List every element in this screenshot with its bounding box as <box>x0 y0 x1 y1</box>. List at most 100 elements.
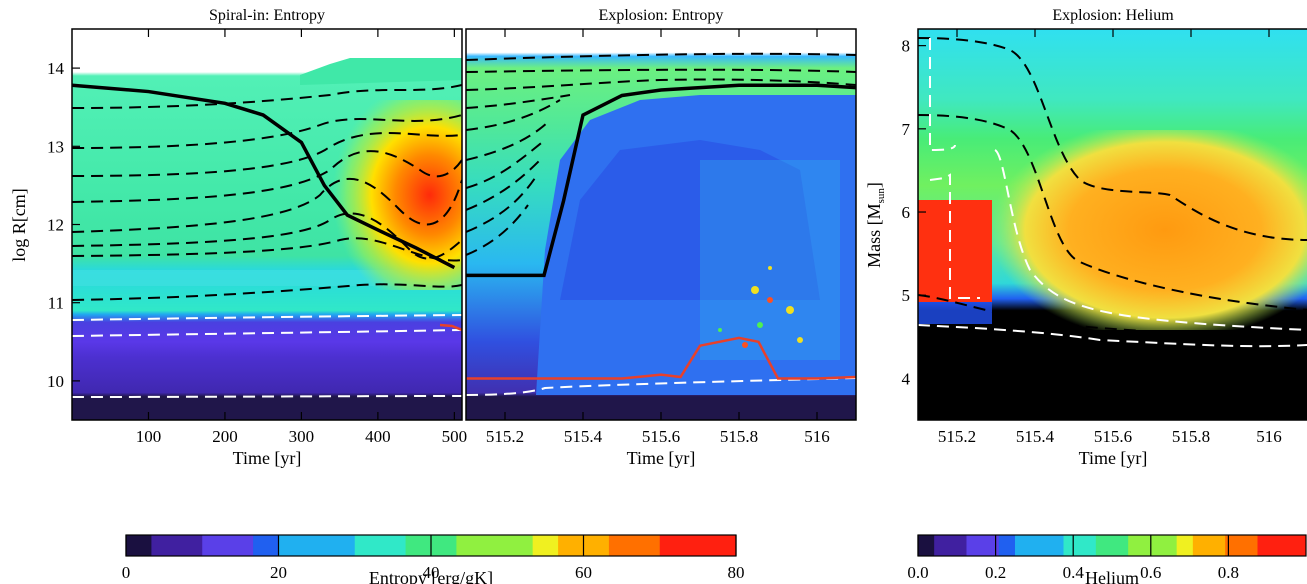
colorbar-tick-label: 20 <box>270 563 287 582</box>
colorbar-swatch <box>1241 535 1258 556</box>
y-axis-label: Mass [Msun] <box>864 182 887 268</box>
colorbar-swatch <box>278 535 305 556</box>
colorbar-swatch <box>685 535 712 556</box>
x-tick-label: 515.4 <box>564 427 603 446</box>
colorbar-swatch <box>1031 535 1048 556</box>
y-tick-label: 5 <box>902 286 911 305</box>
colorbar-tick-label: 60 <box>575 563 592 582</box>
colorbar-swatch <box>1257 535 1275 556</box>
ylabel-end: ] <box>864 182 884 188</box>
colorbar-swatch <box>634 535 661 556</box>
panel-title: Explosion: Entropy <box>599 7 724 24</box>
x-tick-label: 515.8 <box>1172 427 1210 446</box>
colorbar-swatch <box>583 535 610 556</box>
contour-lines <box>72 84 462 301</box>
x-tick-label: 515.6 <box>1094 427 1132 446</box>
white-contours <box>72 314 462 398</box>
white-contours <box>918 38 1307 348</box>
contour-lines <box>466 52 856 256</box>
x-axis-label: Time [yr] <box>627 448 696 468</box>
x-tick-label: 516 <box>1256 427 1282 446</box>
colorbar-swatch <box>1015 535 1032 556</box>
x-tick-label: 100 <box>136 427 162 446</box>
colorbar-swatch <box>431 535 457 556</box>
red-block <box>918 200 992 302</box>
colorbar-swatch <box>253 535 279 556</box>
colorbar-tick-label: 0.2 <box>985 563 1006 582</box>
helium-stripe <box>918 302 992 324</box>
colorbar-swatch <box>456 535 483 556</box>
colorbar-tick-label: 0.8 <box>1218 563 1239 582</box>
colorbar-swatch <box>934 535 951 556</box>
y-tick-label: 4 <box>902 369 911 388</box>
colorbar-swatch <box>1112 535 1129 556</box>
colorbar-swatch <box>1289 535 1307 556</box>
colorbar-swatch <box>1225 535 1242 556</box>
colorbar-swatch <box>151 535 178 556</box>
colorbar-swatch <box>966 535 984 556</box>
colorbar-tick-label: 0.4 <box>1063 563 1085 582</box>
white-contour <box>466 377 856 396</box>
colorbar-swatch <box>918 535 935 556</box>
y-tick-label: 14 <box>47 59 65 78</box>
colorbar-tick-label: 0 <box>122 563 131 582</box>
colorbar-swatch <box>982 535 1000 556</box>
colorbar-tick-label: 40 <box>423 563 440 582</box>
colorbar-swatch <box>1079 535 1097 556</box>
y-tick-label: 11 <box>48 294 64 313</box>
entropy-colorbar: Entropy [erg/gK] 0 20 40 60 80 <box>122 534 745 584</box>
colorbar-swatch <box>176 535 203 556</box>
colorbar-swatch <box>507 535 534 556</box>
y-tick-label: 13 <box>47 137 64 156</box>
y-tick-label: 10 <box>47 372 64 391</box>
x-tick-label: 515.4 <box>1016 427 1055 446</box>
colorbar-swatch <box>1176 535 1194 556</box>
colorbar-swatch <box>405 535 432 556</box>
colorbar-swatch <box>380 535 407 556</box>
colorbar-swatch <box>1047 535 1064 556</box>
red-line <box>466 336 856 380</box>
panel-explosion-entropy: Explosion: Entropy Time [yr] 515.2 515.4 5… <box>465 7 857 468</box>
colorbar-swatch <box>1144 535 1161 556</box>
colorbar-label: Entropy [erg/gK] <box>369 568 493 584</box>
x-tick-label: 515.2 <box>938 427 976 446</box>
x-axis-label: Time [yr] <box>1079 448 1148 468</box>
colorbar-tick-label: 80 <box>728 563 745 582</box>
colorbar-swatch <box>659 535 686 556</box>
colorbar-swatch <box>532 535 559 556</box>
colorbar-swatch <box>227 535 254 556</box>
x-tick-label: 400 <box>365 427 391 446</box>
ylabel-sub: sun <box>875 188 887 204</box>
hot-blobs <box>718 266 803 348</box>
colorbar-swatch <box>126 535 152 556</box>
colorbar-swatch <box>354 535 381 556</box>
stellar-radius-curve <box>72 83 456 270</box>
x-tick-label: 516 <box>804 427 830 446</box>
x-tick-label: 515.6 <box>642 427 680 446</box>
core-black <box>918 325 1307 420</box>
colorbar-swatch <box>202 535 229 556</box>
y-tick-label: 8 <box>902 37 911 56</box>
panel-title: Spiral-in: Entropy <box>209 7 325 24</box>
y-tick-label: 7 <box>902 120 911 139</box>
ejecta-cyan-streaks <box>700 160 840 360</box>
colorbar-swatch <box>481 535 508 556</box>
x-tick-label: 500 <box>442 427 468 446</box>
x-tick-label: 300 <box>289 427 315 446</box>
panel-spiral-in: Spiral-in: Entropy Time [yr] log R[cm] 1… <box>9 7 467 468</box>
ylabel-main: Mass [M <box>864 203 884 268</box>
colorbar-swatch <box>1095 535 1113 556</box>
colorbar-swatch <box>1063 535 1081 556</box>
x-tick-label: 200 <box>212 427 238 446</box>
helium-colorbar: Helium 0.0 0.2 0.4 0.6 0.8 <box>907 534 1307 584</box>
red-line-a <box>439 323 462 332</box>
envelope-expansion <box>300 58 462 85</box>
colorbar-tick-label: 0.6 <box>1140 563 1161 582</box>
colorbar-swatch <box>1160 535 1178 556</box>
x-tick-label: 515.2 <box>486 427 524 446</box>
colorbar-swatch <box>303 535 330 556</box>
colorbar-swatch <box>710 535 737 556</box>
contour-lines <box>918 37 1307 340</box>
ejecta-mid <box>560 140 820 300</box>
